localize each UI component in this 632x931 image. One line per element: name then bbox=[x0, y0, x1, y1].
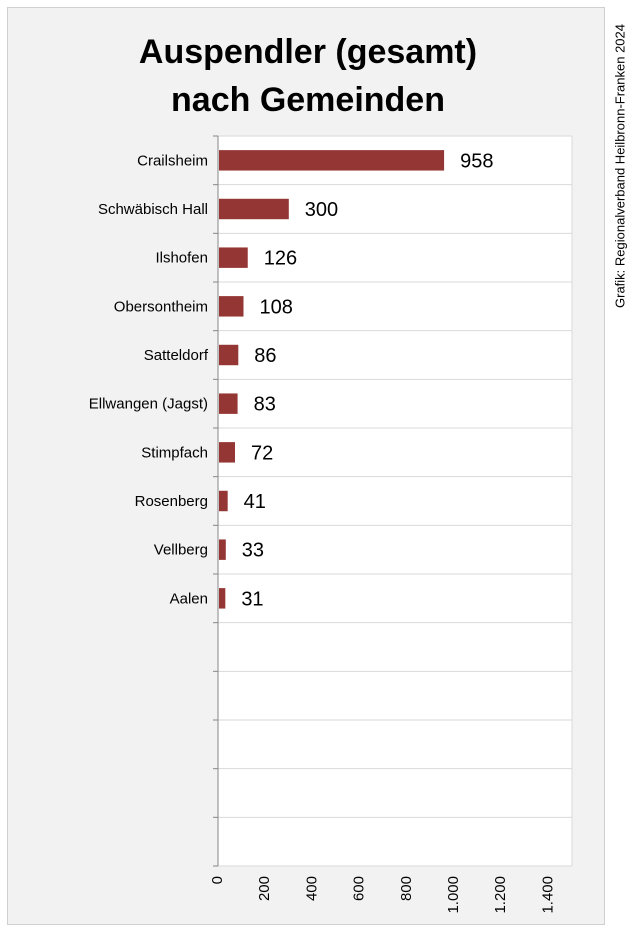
data-label: 300 bbox=[305, 199, 338, 221]
data-label: 31 bbox=[241, 588, 263, 610]
data-label: 86 bbox=[254, 345, 276, 367]
category-label: Schwäbisch Hall bbox=[98, 201, 208, 218]
data-label: 83 bbox=[254, 394, 276, 416]
bar bbox=[219, 393, 238, 414]
category-label: Satteldorf bbox=[144, 347, 209, 364]
x-tick-label: 600 bbox=[351, 876, 368, 901]
bar bbox=[219, 296, 244, 317]
x-tick-label: 200 bbox=[256, 876, 273, 901]
bar bbox=[219, 588, 226, 609]
category-label: Ellwangen (Jagst) bbox=[89, 396, 208, 413]
data-label: 108 bbox=[259, 296, 292, 318]
bar bbox=[219, 539, 226, 560]
x-tick-label: 800 bbox=[398, 876, 415, 901]
chart-title-line-2: nach Gemeinden bbox=[171, 81, 445, 119]
bar bbox=[219, 247, 248, 268]
data-label: 72 bbox=[251, 442, 273, 464]
category-label: Obersontheim bbox=[114, 298, 208, 315]
plot-area bbox=[218, 136, 572, 866]
data-label: 41 bbox=[244, 491, 266, 513]
data-label: 33 bbox=[242, 540, 264, 562]
bar bbox=[219, 150, 445, 171]
x-tick-label: 1.200 bbox=[492, 876, 509, 914]
data-label: 958 bbox=[460, 150, 493, 172]
bar bbox=[219, 490, 228, 512]
data-label: 126 bbox=[264, 248, 297, 270]
bar bbox=[219, 344, 239, 366]
category-label: Stimpfach bbox=[141, 444, 208, 461]
category-label: Crailsheim bbox=[137, 152, 208, 169]
chart-title: Auspendler (gesamt) nach Gemeinden bbox=[20, 28, 596, 124]
category-label: Rosenberg bbox=[135, 493, 208, 510]
category-label: Aalen bbox=[170, 590, 208, 607]
bar bbox=[219, 442, 235, 463]
category-label: Vellberg bbox=[154, 542, 208, 559]
category-label: Ilshofen bbox=[155, 250, 208, 267]
bar bbox=[219, 198, 289, 220]
chart-title-line-1: Auspendler (gesamt) bbox=[138, 33, 478, 71]
x-tick-label: 1.000 bbox=[445, 876, 462, 914]
x-tick-label: 0 bbox=[209, 876, 226, 884]
x-tick-label: 1.400 bbox=[539, 876, 556, 914]
source-note: Grafik: Regionalverband Heilbronn-Franke… bbox=[612, 24, 628, 308]
x-tick-label: 400 bbox=[303, 876, 320, 901]
